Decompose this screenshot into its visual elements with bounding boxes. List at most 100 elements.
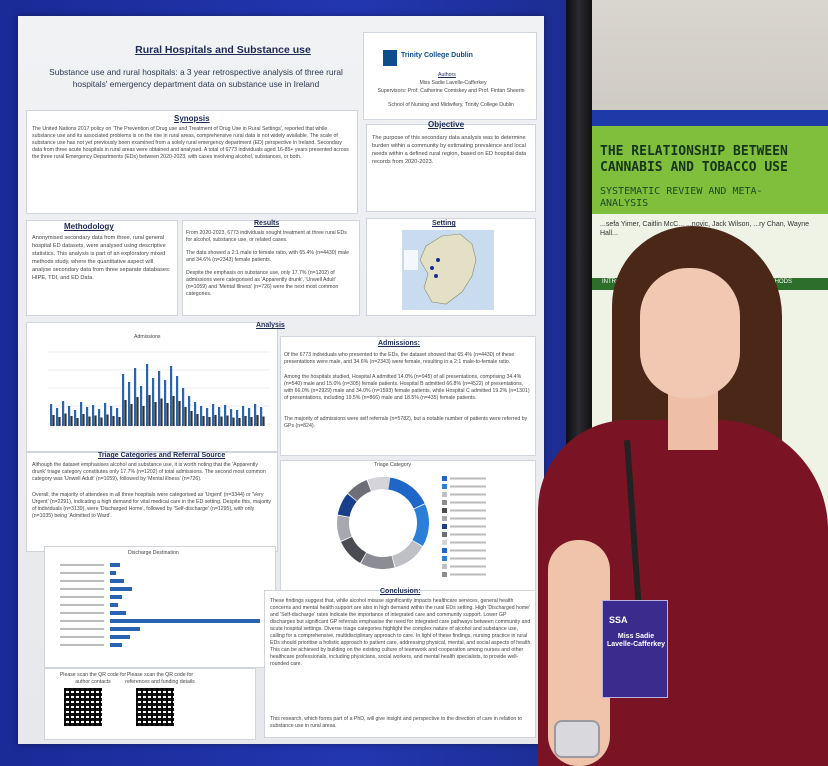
admissions-bar (208, 417, 211, 426)
poster-title: Rural Hospitals and Substance use (135, 44, 311, 56)
discharge-label-line (60, 620, 104, 622)
admissions-bar (244, 416, 247, 426)
admissions-bar (104, 403, 107, 426)
admissions-bar (152, 378, 155, 426)
triage-chart-panel (280, 460, 536, 598)
discharge-bar (110, 595, 122, 599)
admissions-bar (254, 404, 257, 426)
admissions-bar (62, 401, 65, 426)
donut-slice (347, 479, 372, 502)
college-crest-icon (383, 50, 397, 66)
legend-text-line (450, 549, 486, 552)
methodology-text: Anonymised secondary data from three, ru… (32, 235, 171, 281)
admissions-bar (86, 407, 89, 426)
author-names: Miss Sadie Lavelle-Cafferkey (419, 80, 487, 86)
triage-chart-title: Triage Category (374, 462, 412, 468)
wristwatch (554, 720, 600, 758)
main-poster: Rural Hospitals and Substance use Substa… (18, 16, 544, 744)
discharge-bar (110, 627, 140, 631)
affiliation: School of Nursing and Midwifery, Trinity… (388, 102, 514, 108)
triage-donut-chart (337, 477, 429, 569)
legend-swatch (442, 572, 447, 577)
admissions-bar (146, 364, 149, 426)
discharge-label-line (60, 588, 104, 590)
conclusion-text: These findings suggest that, while alcoh… (270, 598, 532, 667)
admissions-bar (190, 411, 193, 426)
admissions-bar (194, 402, 197, 426)
institution-name: Trinity College Dublin (401, 52, 473, 59)
admissions-bar (116, 408, 119, 426)
second-poster-subtitle: SYSTEMATIC REVIEW AND META-ANALYSIS (600, 186, 763, 209)
methodology-panel (26, 220, 178, 316)
admissions-bar (178, 401, 181, 426)
admissions-bar (68, 406, 71, 426)
admissions-bar (214, 415, 217, 426)
legend-swatch (442, 532, 447, 537)
admissions-bar (212, 404, 215, 426)
supervisors: Supervisors: Prof. Catherine Comiskey an… (377, 88, 525, 94)
admissions-bar (166, 403, 169, 426)
legend-swatch (442, 508, 447, 513)
setting-heading: Setting (432, 220, 456, 227)
admissions-bar (148, 395, 151, 426)
results-item-3: Despite the emphasis on substance use, o… (186, 270, 339, 297)
admissions-bar (70, 416, 73, 426)
legend-text-line (450, 477, 486, 480)
conclusion-panel (264, 590, 536, 738)
badge-name: Miss Sadie Lavelle-Cafferkey (607, 633, 665, 648)
qr-code-references-icon (136, 688, 174, 726)
admissions-bar (64, 413, 67, 426)
legend-text-line (450, 565, 486, 568)
admissions-bar-chart (48, 351, 270, 426)
admissions-panel (280, 336, 536, 456)
admissions-bar (220, 416, 223, 426)
discharge-bar (110, 571, 116, 575)
synopsis-panel (26, 110, 358, 214)
discharge-label-line (60, 572, 104, 574)
discharge-bar (110, 619, 260, 623)
ireland-map (402, 230, 494, 310)
name-badge: SSA Miss Sadie Lavelle-Cafferkey (602, 600, 668, 698)
qr-left-label: Please scan the QR code for author conta… (59, 672, 127, 685)
woman-face (640, 268, 740, 398)
admissions-bar (238, 418, 241, 426)
badge-logo: SSA (609, 615, 628, 625)
second-poster-header (592, 126, 828, 214)
legend-swatch (442, 540, 447, 545)
discharge-panel (44, 546, 276, 668)
admissions-bar (256, 415, 259, 426)
legend-swatch (442, 484, 447, 489)
discharge-bar (110, 611, 126, 615)
admissions-bar (242, 406, 245, 426)
triage-heading: Triage Categories and Referral Source (98, 452, 226, 459)
admissions-bar (248, 408, 251, 426)
admissions-bar (82, 414, 85, 426)
analysis-heading: Analysis (256, 322, 285, 329)
qr-right-label: Please scan the QR code for references a… (125, 672, 195, 685)
admissions-bar (206, 408, 209, 426)
second-poster-title: THE RELATIONSHIP BETWEEN CANNABIS AND TO… (600, 144, 788, 175)
admissions-bar (94, 415, 97, 426)
admissions-bar (100, 417, 103, 426)
admissions-bar (122, 374, 125, 426)
discharge-bar (110, 603, 118, 607)
admissions-bar (142, 406, 145, 426)
legend-text-line (450, 485, 486, 488)
admissions-bar (106, 414, 109, 426)
admissions-bar (118, 417, 121, 426)
legend-swatch (442, 476, 447, 481)
closing-text: This research, which forms part of a PhD… (270, 716, 523, 729)
admissions-bar (130, 404, 133, 426)
admissions-bar (74, 410, 77, 426)
legend-text-line (450, 541, 486, 544)
results-item-1: From 2020-2023, 6773 individuals sought … (186, 230, 347, 243)
discharge-label-line (60, 580, 104, 582)
triage-item-2: Overall, the majority of attendees in al… (32, 492, 272, 519)
legend-swatch (442, 548, 447, 553)
results-heading: Results (254, 220, 280, 227)
admissions-bar (232, 417, 235, 426)
legend-text-line (450, 509, 486, 512)
admissions-bar (136, 397, 139, 426)
donut-slice (360, 552, 395, 569)
legend-text-line (450, 525, 486, 528)
